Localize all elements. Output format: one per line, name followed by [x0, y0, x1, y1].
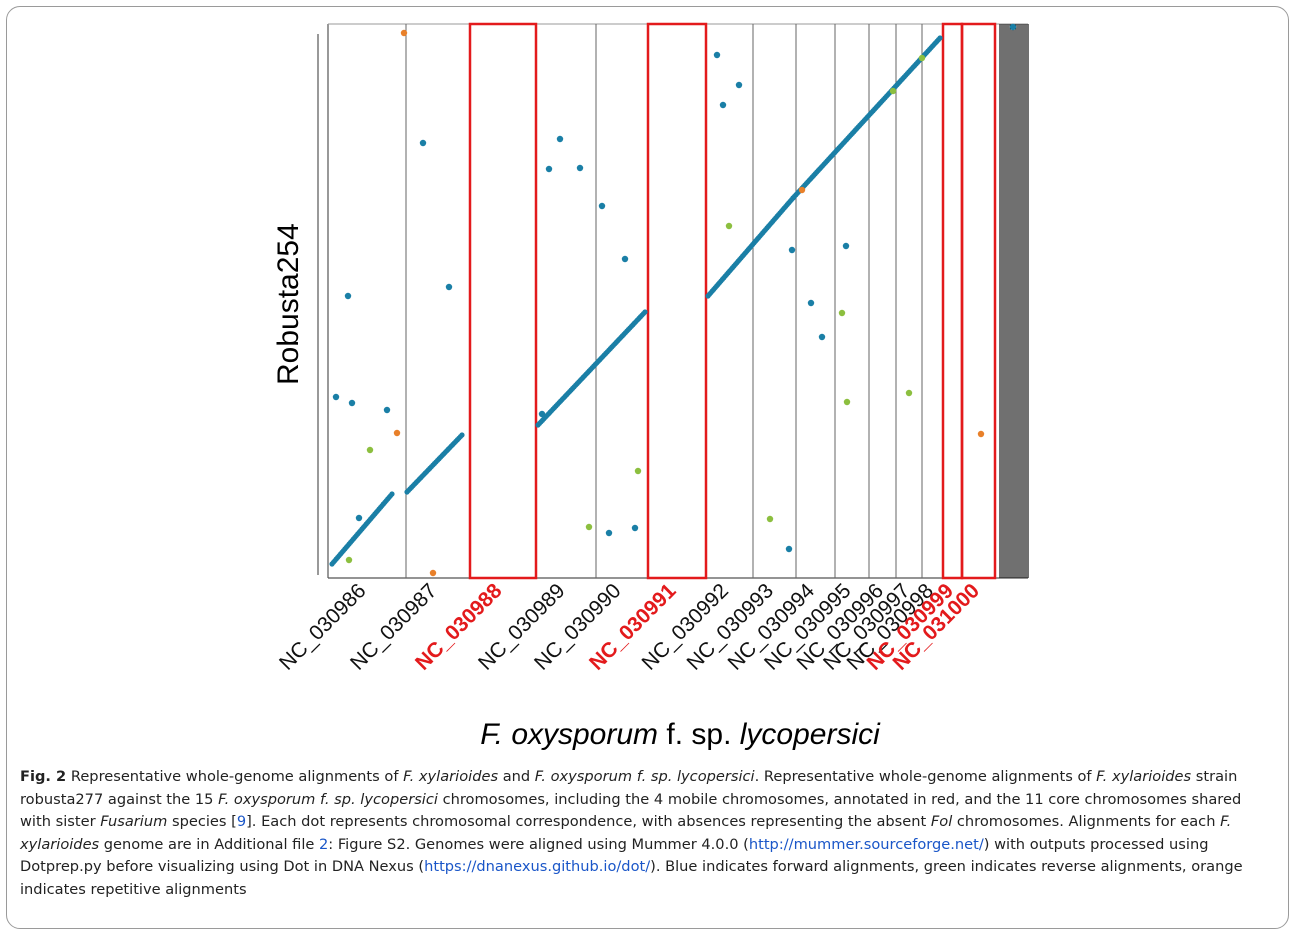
- forward-alignment-dot: [785, 545, 793, 553]
- caption-text: chromosomes, including the 4 mobile chro…: [20, 790, 1242, 831]
- caption-text: ). Blue indicates forward alignments, gr…: [20, 858, 1243, 898]
- reverse-alignment-dot: [366, 446, 374, 454]
- forward-alignment-dot: [355, 514, 363, 522]
- reverse-alignment-dot: [766, 515, 774, 523]
- forward-alignment-dot: [348, 399, 356, 407]
- y-axis-label: Robusta254: [272, 223, 305, 385]
- reverse-alignment-dot: [889, 87, 897, 95]
- repetitive-alignment-dot: [977, 430, 985, 438]
- forward-alignment-dot: [1009, 23, 1017, 31]
- forward-alignment-dot: [642, 309, 648, 315]
- mobile-chromosome-box: [468, 22, 538, 580]
- x-axis-label-forma: lycopersici: [739, 718, 880, 751]
- forward-alignment-dot: [735, 81, 743, 89]
- repetitive-alignment-dot: [393, 429, 401, 437]
- dnanexus-url-link[interactable]: https://dnanexus.github.io/dot/: [424, 858, 651, 875]
- forward-alignment-dot: [818, 333, 826, 341]
- forward-alignment-dot: [383, 406, 391, 414]
- repetitive-alignment-dot: [400, 29, 408, 37]
- forward-alignment-dot: [332, 393, 340, 401]
- forward-alignment-dot: [842, 242, 850, 250]
- caption-species: F. oxysporum f. sp. lycopersici: [218, 790, 438, 808]
- dotplot: NC_030986NC_030987NC_030988NC_030989NC_0…: [275, 22, 1029, 675]
- caption-text: ]. Each dot represents chromosomal corre…: [246, 813, 931, 830]
- repetitive-alignment-dot: [429, 569, 437, 577]
- reverse-alignment-dot: [634, 467, 642, 475]
- forward-alignment-dot: [937, 35, 943, 41]
- forward-alignment-dot: [621, 255, 629, 263]
- forward-alignment-dot: [807, 299, 815, 307]
- forward-alignment-dot: [605, 529, 613, 537]
- caption-text: chromosomes. Alignments for each: [952, 813, 1221, 830]
- reference-link-9[interactable]: 9: [236, 813, 247, 830]
- caption-species: F. xylarioides: [20, 813, 1232, 853]
- caption-text: species [: [167, 813, 237, 830]
- reverse-alignment-dot: [838, 309, 846, 317]
- forward-alignment-dot: [344, 292, 352, 300]
- forward-alignment-dot: [576, 164, 584, 172]
- forward-alignment-dot: [545, 165, 553, 173]
- x-axis-label-middle: f. sp.: [658, 718, 740, 751]
- caption-text: strain robusta277 against the 15: [20, 768, 1238, 808]
- mobile-chromosome-box: [960, 22, 997, 580]
- caption-species: Fol: [930, 813, 953, 830]
- repetitive-alignment-dot: [798, 186, 806, 194]
- reverse-alignment-dot: [725, 222, 733, 230]
- figure-caption: Fig. 2 Representative whole-genome align…: [20, 766, 1272, 901]
- caption-text: . Representative whole-genome alignments…: [754, 768, 1097, 785]
- reverse-alignment-dot: [843, 398, 851, 406]
- forward-alignment-dot: [713, 51, 721, 59]
- forward-alignment-dot: [445, 283, 453, 291]
- caption-text: Representative whole-genome alignments o…: [66, 768, 404, 785]
- caption-text: and: [498, 768, 535, 785]
- caption-text: ) with outputs processed using Dotprep.p…: [20, 835, 1209, 876]
- caption-text: : Figure S2. Genomes were aligned using …: [328, 835, 749, 853]
- caption-species: Fusarium: [100, 813, 168, 830]
- caption-species: F. xylarioides: [403, 768, 499, 785]
- mobile-chromosome-box: [646, 22, 708, 580]
- x-axis-label: F. oxysporum f. sp. lycopersici: [340, 718, 1020, 752]
- x-axis-label-genus: F. oxysporum: [480, 718, 659, 751]
- caption-species: F. xylarioides: [1096, 768, 1192, 785]
- caption-species: F. oxysporum f. sp. lycopersici: [534, 768, 755, 785]
- reverse-alignment-dot: [585, 523, 593, 531]
- forward-alignment-dot: [556, 135, 564, 143]
- reverse-alignment-dot: [918, 54, 926, 62]
- additional-file-link-2[interactable]: 2: [319, 835, 329, 853]
- forward-alignment-dot: [419, 139, 427, 147]
- reverse-alignment-dot: [905, 389, 913, 397]
- caption-text: genome are in Additional file: [99, 835, 319, 853]
- figure-number: Fig. 2: [20, 768, 67, 785]
- forward-alignment-dot: [719, 101, 727, 109]
- figure-frame: [6, 6, 1289, 929]
- mobile-chromosome-box: [941, 22, 964, 580]
- forward-alignment-dot: [459, 432, 465, 438]
- forward-alignment-dot: [389, 491, 395, 497]
- forward-alignment-dot: [538, 410, 546, 418]
- forward-alignment-dot: [631, 524, 639, 532]
- mummer-url-link[interactable]: http://mummer.sourceforge.net/: [748, 835, 984, 853]
- forward-alignment-dot: [788, 246, 796, 254]
- forward-alignment-dot: [598, 202, 606, 210]
- reverse-alignment-dot: [345, 556, 353, 564]
